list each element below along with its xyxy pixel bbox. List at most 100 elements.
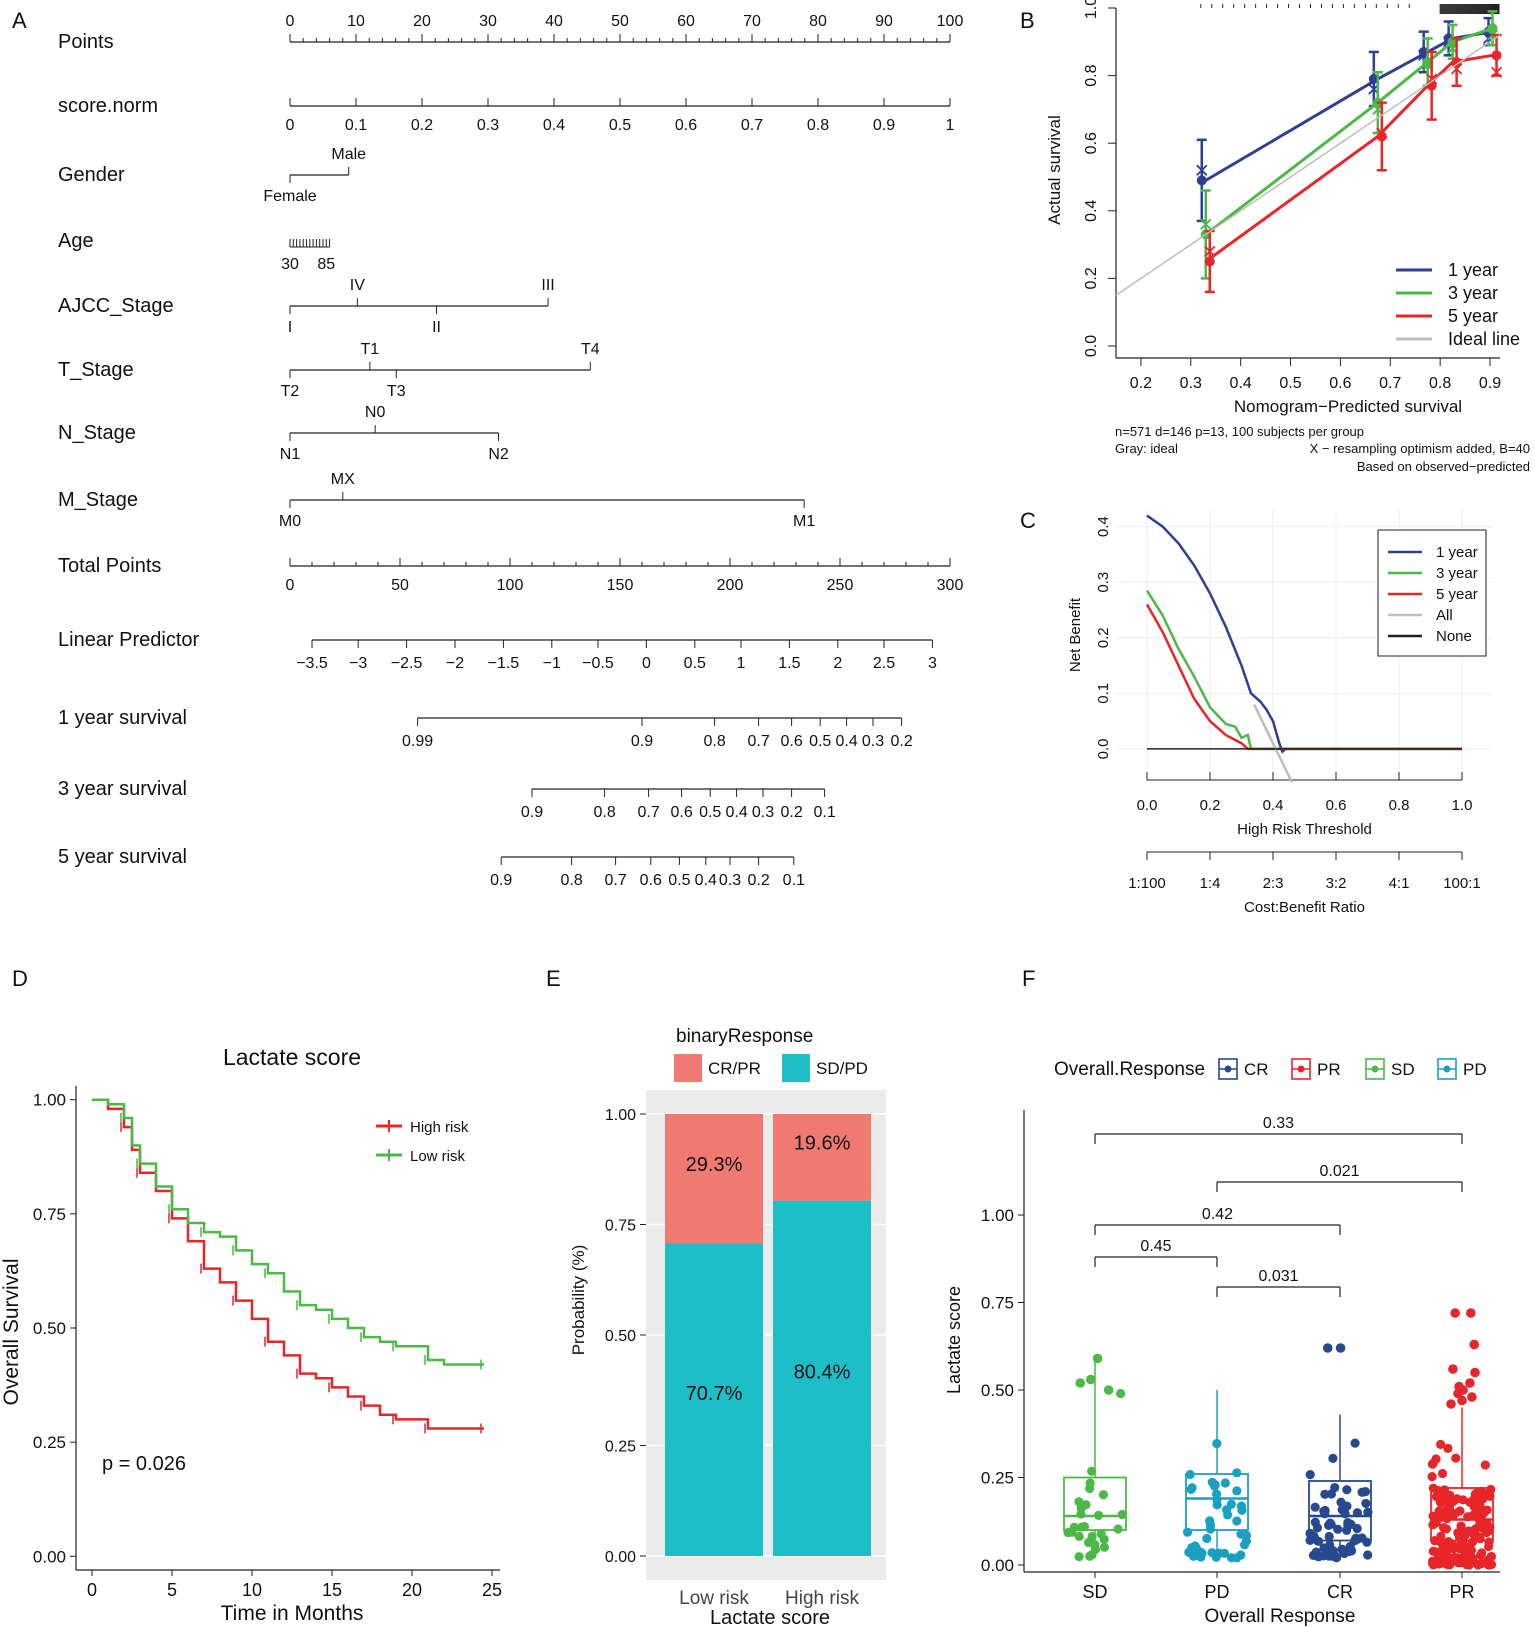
b-legend-label: 1 year xyxy=(1448,260,1498,280)
c-xtick-label: 0.2 xyxy=(1200,797,1221,814)
row-label-total-points: Total Points xyxy=(58,555,161,577)
f-point xyxy=(1352,1523,1362,1534)
e-legend-label: CR/PR xyxy=(708,1059,761,1078)
points-tick-label: 90 xyxy=(875,13,893,30)
m-stage-level-label: M0 xyxy=(279,513,301,530)
score-tick-label: 0.3 xyxy=(477,117,499,134)
5-year-survival-tick-label: 0.5 xyxy=(668,872,690,889)
f-outlier xyxy=(1465,1378,1475,1388)
d-legend-label: Low risk xyxy=(410,1148,466,1165)
b-ytick-label: 0.6 xyxy=(1083,132,1100,154)
points-tick-label: 40 xyxy=(545,13,563,30)
score-tick-label: 0.2 xyxy=(411,117,433,134)
1-year-survival-tick-label: 0.9 xyxy=(631,733,653,750)
c-ytick-label: 0.3 xyxy=(1095,572,1112,593)
f-point xyxy=(1212,1500,1222,1510)
e-bar-CR-PR xyxy=(773,1114,871,1201)
d-ytick-label: 0.50 xyxy=(33,1319,66,1338)
e-xlabel: Lactate score xyxy=(710,1607,830,1628)
f-point xyxy=(1340,1509,1350,1519)
f-point xyxy=(1116,1388,1126,1399)
f-outlier xyxy=(1103,1385,1114,1395)
f-xtick-label: CR xyxy=(1327,1582,1353,1602)
c-legend-label: All xyxy=(1436,607,1453,624)
f-point xyxy=(1442,1559,1452,1569)
total-tick-label: 50 xyxy=(391,577,409,594)
b-x-mark xyxy=(1204,245,1216,257)
linear-predictor-tick-label: −3 xyxy=(349,655,367,672)
d-xtick-label: 0 xyxy=(87,1580,97,1600)
5-year-survival-tick-label: 0.1 xyxy=(783,872,805,889)
ajcc-stage-level-label: I xyxy=(288,319,292,336)
b-point xyxy=(1422,57,1433,68)
f-ytick-label: 1.00 xyxy=(981,1206,1014,1225)
3-year-survival-tick-label: 0.9 xyxy=(521,804,543,821)
d-title: Lactate score xyxy=(223,1044,361,1070)
b-point xyxy=(1368,73,1379,84)
f-point xyxy=(1207,1548,1217,1558)
f-point xyxy=(1094,1510,1104,1520)
f-point xyxy=(1239,1540,1250,1550)
b-point xyxy=(1204,256,1215,267)
f-point xyxy=(1443,1443,1453,1454)
points-tick-label: 80 xyxy=(809,13,827,30)
points-tick-label: 60 xyxy=(677,13,695,30)
5-year-survival-tick-label: 0.2 xyxy=(747,872,769,889)
1-year-survival-tick-label: 0.7 xyxy=(747,733,769,750)
5-year-survival-tick-label: 0.8 xyxy=(560,872,582,889)
linear-predictor-tick-label: 2.5 xyxy=(873,655,895,672)
b-legend-label: 3 year xyxy=(1448,283,1498,303)
5-year-survival-tick-label: 0.9 xyxy=(490,872,512,889)
c-ytick-label: 0.0 xyxy=(1095,738,1112,759)
f-outlier xyxy=(1448,1364,1458,1374)
f-point xyxy=(1427,1472,1437,1482)
linear-predictor-tick-label: 2 xyxy=(833,655,842,672)
c-xlabel2: Cost:Benefit Ratio xyxy=(1244,899,1365,916)
5-year-survival-tick-label: 0.7 xyxy=(604,872,626,889)
f-point xyxy=(1436,1531,1446,1541)
e-bar-label: 70.7% xyxy=(686,1383,743,1405)
t-stage-level-label: T4 xyxy=(581,341,600,358)
b-point xyxy=(1376,131,1387,142)
f-point xyxy=(1098,1490,1109,1500)
f-point xyxy=(1357,1487,1367,1497)
f-point xyxy=(1087,1466,1097,1476)
e-xtick-label: Low risk xyxy=(679,1588,749,1609)
e-bar-SD-PD xyxy=(773,1200,871,1556)
b-point xyxy=(1418,46,1429,57)
c-xtick-label: 1.0 xyxy=(1452,797,1473,814)
c-xtick-label: 0.0 xyxy=(1137,797,1158,814)
f-point xyxy=(1232,1516,1242,1526)
points-tick-label: 100 xyxy=(937,13,964,30)
linear-predictor-tick-label: −2.5 xyxy=(391,655,423,672)
3-year-survival-tick-label: 0.6 xyxy=(670,804,692,821)
ajcc-stage-level-label: IV xyxy=(350,277,365,294)
f-ytick-label: 0.50 xyxy=(981,1381,1014,1400)
d-ylabel: Overall Survival xyxy=(0,1258,23,1405)
f-point xyxy=(1185,1469,1195,1480)
1-year-survival-tick-label: 0.5 xyxy=(809,733,831,750)
points-tick-label: 0 xyxy=(286,13,295,30)
f-outlier xyxy=(1092,1353,1103,1364)
f-point xyxy=(1311,1547,1321,1557)
d-ytick-label: 0.75 xyxy=(33,1205,66,1224)
f-box xyxy=(1063,1476,1127,1531)
linear-predictor-tick-label: 3 xyxy=(928,655,937,672)
f-pvalue-label: 0.45 xyxy=(1140,1238,1171,1255)
ajcc-stage-level-label: III xyxy=(541,277,554,294)
f-point xyxy=(1435,1439,1446,1450)
score-tick-label: 0 xyxy=(286,117,295,134)
f-point xyxy=(1433,1556,1443,1566)
f-point xyxy=(1436,1512,1446,1522)
f-point xyxy=(1450,1508,1460,1519)
row-label-linear-predictor: Linear Predictor xyxy=(58,629,200,651)
f-point xyxy=(1342,1501,1352,1511)
b-ytick-label: 0.2 xyxy=(1083,267,1100,289)
f-point xyxy=(1184,1547,1194,1557)
f-point xyxy=(1305,1470,1315,1480)
n-stage-level-label: N2 xyxy=(488,446,509,463)
f-point xyxy=(1428,1511,1438,1521)
d-xtick-label: 25 xyxy=(482,1580,502,1600)
